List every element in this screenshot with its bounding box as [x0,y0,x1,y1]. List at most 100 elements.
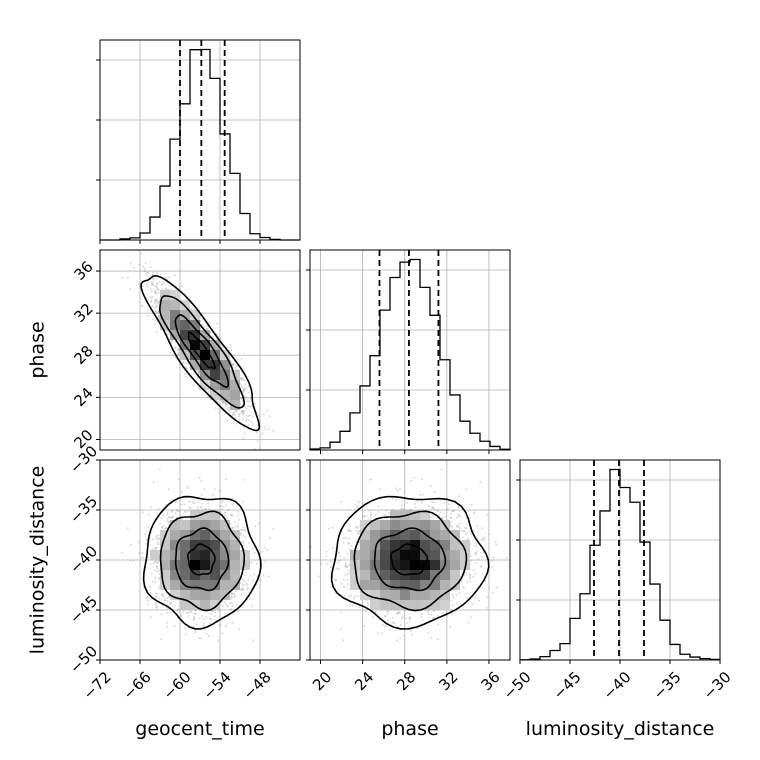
scatter-point [241,586,244,589]
scatter-point [166,625,169,628]
density-cell [160,310,170,320]
density-cell [160,290,170,300]
scatter-point [229,598,232,601]
scatter-point [256,440,259,443]
scatter-point [225,403,228,405]
scatter-point [152,278,155,281]
scatter-point [236,365,238,367]
scatter-point [193,612,196,615]
density-cell [170,290,180,300]
scatter-point [206,395,209,398]
scatter-point [189,610,192,613]
scatter-point [256,562,259,565]
scatter-point [166,621,169,624]
scatter-point [188,500,191,503]
scatter-point [239,378,242,381]
scatter-point [152,277,155,280]
scatter-point [235,422,238,425]
scatter-point [140,252,143,255]
scatter-point [207,502,210,504]
scatter-point [257,558,260,561]
scatter-point [231,527,233,530]
scatter-point [158,468,161,471]
scatter-point [183,503,186,506]
scatter-point [183,510,186,513]
scatter-point [152,562,155,565]
scatter-point [157,291,160,294]
scatter-point [156,288,159,290]
scatter-point [226,407,229,410]
scatter-point [193,616,196,619]
scatter-point [158,576,161,579]
scatter-point [232,422,235,425]
scatter-point [186,362,189,365]
scatter-point [161,288,164,291]
scatter-point [209,622,212,625]
scatter-point [247,405,250,408]
scatter-point [241,385,244,388]
scatter-point [197,370,200,373]
histogram-step [519,468,721,661]
scatter-point [126,276,129,279]
scatter-point [153,285,156,288]
histogram-geocent_time [96,39,301,241]
scatter-point [204,628,207,631]
scatter-point [162,514,165,517]
scatter-point [230,514,233,517]
density-cell [230,380,240,390]
scatter-point [261,550,264,553]
scatter-point [247,587,250,589]
scatter-point [154,602,157,605]
scatter-point [231,364,234,367]
scatter-point [174,346,177,349]
scatter-point [248,598,251,601]
scatter-point [219,624,222,626]
scatter-point [190,611,193,614]
scatter-point [233,594,236,597]
scatter-point [200,505,203,508]
scatter-point [251,547,253,550]
scatter-point [248,405,251,408]
scatter-point [177,353,180,356]
scatter-point [157,314,160,317]
density-cell [170,330,180,340]
scatter-point [144,270,147,273]
axes-frame [99,39,301,241]
scatter-point [233,354,236,357]
scatter-point [242,437,245,440]
scatter-point [205,328,208,331]
density-cell [210,380,220,390]
density-cell [200,380,210,390]
density-cell [230,400,240,410]
scatter-point [158,569,160,572]
scatter-point [174,512,177,515]
scatter-point [233,521,236,524]
scatter-point [245,417,248,420]
scatter-point [151,548,154,551]
scatter-point [145,283,148,286]
scatter-point [243,379,246,382]
scatter-point [156,606,158,609]
scatter-point [264,428,267,431]
scatter-point [241,411,244,414]
density-cell [200,340,210,350]
scatter-point [215,333,218,335]
scatter-point [244,383,247,386]
scatter-point [187,611,190,614]
scatter-point [147,556,150,559]
scatter-point [151,283,154,286]
scatter-point [240,532,243,535]
scatter-point [256,431,259,434]
scatter-point [160,283,163,286]
scatter-point [192,384,195,387]
density-cell [180,310,190,320]
scatter-point [221,632,224,635]
scatter-point [126,527,129,530]
scatter-point [231,621,234,624]
scatter-point [245,407,248,410]
scatter-point [154,577,156,580]
scatter-point [155,592,158,595]
scatter-point [151,304,154,307]
scatter-point [247,424,250,427]
